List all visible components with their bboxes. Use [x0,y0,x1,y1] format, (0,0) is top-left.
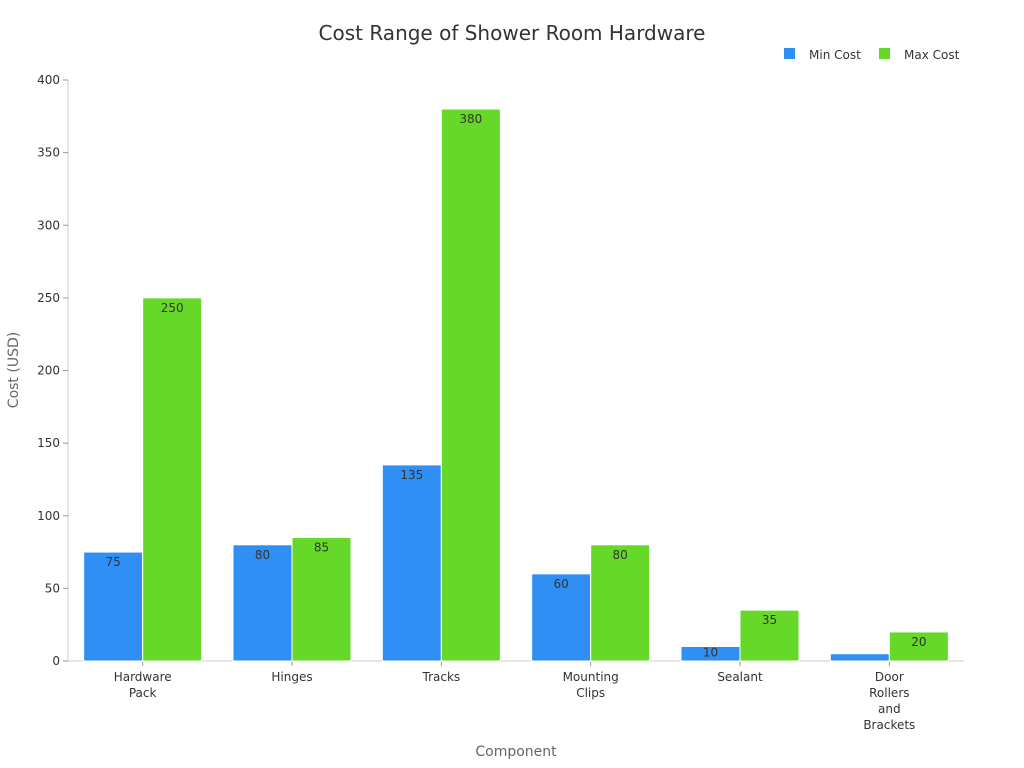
data-label: 80 [255,548,270,562]
legend-swatch-max-cost [879,48,890,59]
y-tick-label: 300 [37,218,60,232]
x-tick-label: Tracks [422,670,461,684]
legend: Min Cost Max Cost [784,48,960,62]
data-label: 250 [161,301,184,315]
y-tick-label: 150 [37,436,60,450]
bar-max-cost [739,609,800,662]
legend-swatch-min-cost [784,48,795,59]
data-label: 60 [554,577,569,591]
bar-max-cost [291,537,352,662]
data-label: 10 [703,646,718,660]
legend-label-min-cost: Min Cost [809,48,861,62]
x-tick-label: Brackets [863,718,915,732]
data-label: 380 [459,112,482,126]
x-tick-label: Sealant [717,670,763,684]
bar-min-cost [83,551,144,662]
x-tick-label: Pack [129,686,157,700]
bar-min-cost [232,544,293,662]
bar-max-cost [440,108,501,662]
y-axis-title: Cost (USD) [6,332,22,408]
y-tick-label: 350 [37,146,60,160]
y-tick-label: 250 [37,291,60,305]
data-labels-group: 75 250 80 85 135 380 60 80 10 35 20 [106,112,927,660]
bars-group [83,108,949,662]
y-tick-label: 400 [37,73,60,87]
data-label: 75 [106,555,121,569]
bar-max-cost [888,631,949,662]
x-axis-title: Component [475,744,557,760]
y-tick-label: 50 [45,581,60,595]
x-tick-label: Rollers [869,686,909,700]
x-tick-label: and [878,702,901,716]
x-tick-label: Hardware [114,670,172,684]
x-tick-label: Hinges [271,670,312,684]
bar-min-cost [829,653,890,662]
bar-min-cost [381,464,442,662]
data-label: 85 [314,541,329,555]
bar-max-cost [142,297,203,662]
bar-min-cost [531,573,592,662]
y-tick-label: 100 [37,509,60,523]
bar-max-cost [590,544,651,662]
x-tick-label: Mounting [563,670,619,684]
data-label: 20 [911,635,926,649]
x-tick-label: Door [875,670,904,684]
y-tick-label: 200 [37,364,60,378]
data-label: 135 [400,468,423,482]
legend-label-max-cost: Max Cost [904,48,960,62]
data-label: 35 [762,613,777,627]
y-axis: 0 50 100 150 200 250 300 350 400 [37,73,69,668]
x-axis: Hardware Pack Hinges Tracks Mounting Clips Sea… [68,660,964,732]
data-label: 80 [613,548,628,562]
y-tick-label: 0 [52,654,60,668]
x-tick-label: Clips [576,686,605,700]
chart-title: Cost Range of Shower Room Hardware [319,21,706,45]
